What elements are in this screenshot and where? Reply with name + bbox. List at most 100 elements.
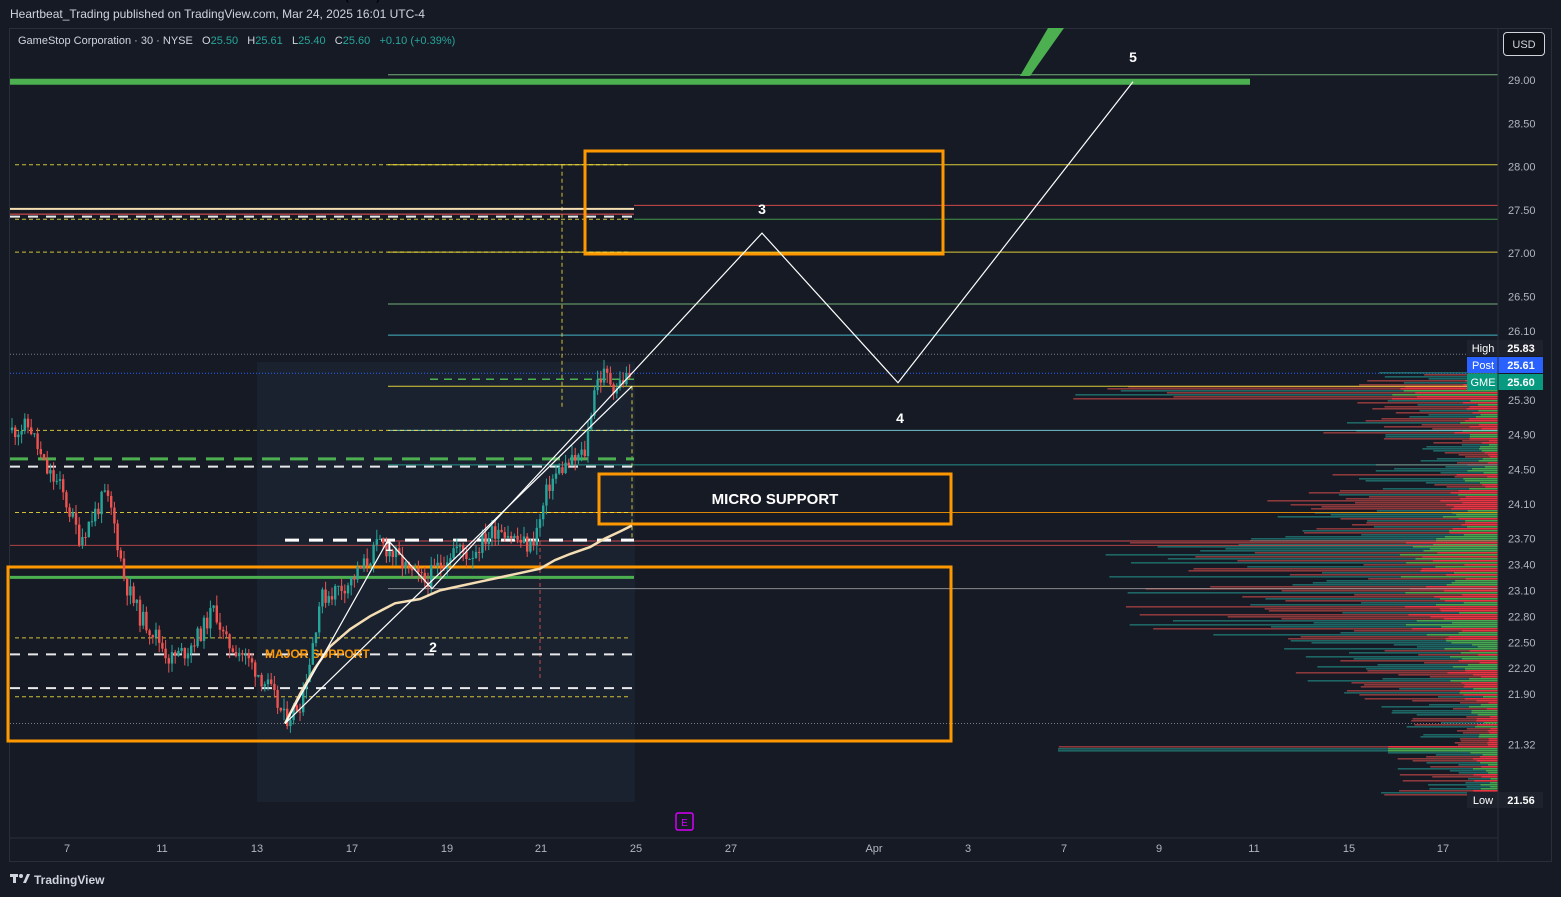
volume-bar (1348, 652, 1498, 654)
volume-bar (1346, 690, 1498, 692)
volume-bar (1354, 502, 1498, 504)
last-tag: GME 25.60 (1467, 374, 1543, 390)
volume-bar-core (1472, 758, 1498, 760)
volume-bar (1311, 508, 1498, 510)
price-tick: 29.00 (1508, 75, 1536, 87)
volume-bar-core (1421, 568, 1498, 570)
candle-body (39, 449, 42, 455)
candle-body (478, 551, 481, 553)
candle-body (503, 532, 506, 538)
volume-bar-core (1472, 468, 1498, 470)
candle-body (330, 596, 334, 600)
candle-body (180, 648, 183, 651)
volume-bar (1397, 758, 1498, 760)
candle-body (593, 390, 596, 416)
tradingview-brand: TradingView (34, 872, 105, 887)
high-tag-label: High (1472, 343, 1495, 355)
volume-bar-core (1415, 392, 1498, 394)
volume-bar (1360, 686, 1498, 688)
candle-body (430, 565, 433, 588)
post-tag: Post 25.61 (1467, 357, 1543, 373)
change-value: +0.10 (+0.39%) (379, 35, 456, 47)
volume-bar (1167, 558, 1498, 560)
volume-bar-core (1415, 558, 1498, 560)
volume-bar (1385, 434, 1498, 436)
volume-bar-core (1464, 698, 1498, 700)
volume-bar (1073, 398, 1498, 400)
volume-bar-core (1485, 486, 1498, 488)
volume-bar (1412, 700, 1498, 702)
volume-bar (1120, 390, 1498, 392)
volume-bar (1173, 396, 1498, 398)
candle-body (126, 578, 129, 596)
last-tag-value-bg (1499, 374, 1543, 390)
volume-bar (1311, 642, 1498, 644)
candle-body (314, 632, 318, 644)
volume-bar-core (1405, 592, 1498, 594)
earnings-label: E (681, 818, 688, 829)
candle-body (532, 540, 535, 546)
candle-body (116, 523, 119, 551)
candle-body (337, 585, 340, 587)
high-label: H (247, 35, 256, 47)
candle-body (97, 508, 100, 515)
volume-bar (1411, 720, 1498, 722)
volume-bar-core (1481, 442, 1498, 444)
candle-body (218, 622, 222, 630)
candle-body (190, 645, 193, 654)
candle-body (26, 418, 30, 428)
volume-bar-core (1458, 518, 1498, 520)
volume-bar-core (1406, 562, 1498, 564)
volume-bar (1425, 482, 1498, 484)
volume-bar-core (1408, 614, 1498, 616)
time-tick: 9 (1156, 843, 1162, 855)
volume-bar (1420, 460, 1498, 462)
candle-body (276, 690, 279, 708)
volume-bar (1458, 772, 1498, 774)
volume-bar-core (1458, 660, 1498, 662)
volume-bar (1372, 408, 1498, 410)
price-tick: 27.00 (1508, 248, 1536, 260)
candle-body (231, 648, 234, 652)
volume-bar (1105, 554, 1498, 556)
time-tick: 17 (1437, 843, 1449, 855)
volume-bar-core (1490, 778, 1498, 780)
micro-support-box (597, 472, 953, 526)
candle-body (145, 611, 148, 631)
volume-bar (1326, 580, 1498, 582)
volume-bar (1460, 740, 1498, 742)
volume-bar-core (1436, 604, 1498, 606)
candle-body (570, 454, 574, 466)
volume-bar (1383, 438, 1498, 440)
candle-body (289, 720, 292, 727)
symbol-name: GameStop Corporation · 30 · NYSE (18, 35, 193, 47)
volume-bar-core (1429, 548, 1498, 550)
volume-bar (1295, 672, 1498, 674)
volume-bar (1323, 432, 1498, 434)
volume-bar-core (1412, 546, 1498, 548)
volume-bar (1281, 618, 1498, 620)
candle-body (158, 629, 161, 643)
volume-bar (1434, 484, 1498, 486)
volume-bar (1321, 572, 1498, 574)
candle-body (433, 565, 436, 567)
volume-bar-core (1392, 394, 1498, 396)
volume-bar-core (1471, 710, 1498, 712)
candle-body (596, 379, 599, 391)
low-tag: Low 21.56 (1467, 792, 1543, 808)
candle-body (106, 490, 110, 496)
volume-bar (1429, 788, 1498, 790)
price-tick: 22.80 (1508, 611, 1536, 623)
fib-label: 0.618 (24.55) (315, 0, 380, 3)
candle-body (199, 628, 202, 641)
tradingview-logo[interactable]: TradingView (10, 872, 104, 887)
currency-button[interactable]: USD (1503, 32, 1545, 56)
volume-bar-core (1489, 440, 1498, 442)
volume-bar (1359, 694, 1498, 696)
fib-label: 1.382 (26.41) (315, 0, 380, 3)
volume-bar (1058, 750, 1498, 752)
volume-bar-core (1478, 424, 1498, 426)
volume-bar (1345, 498, 1498, 500)
volume-bar-core (1449, 532, 1498, 534)
